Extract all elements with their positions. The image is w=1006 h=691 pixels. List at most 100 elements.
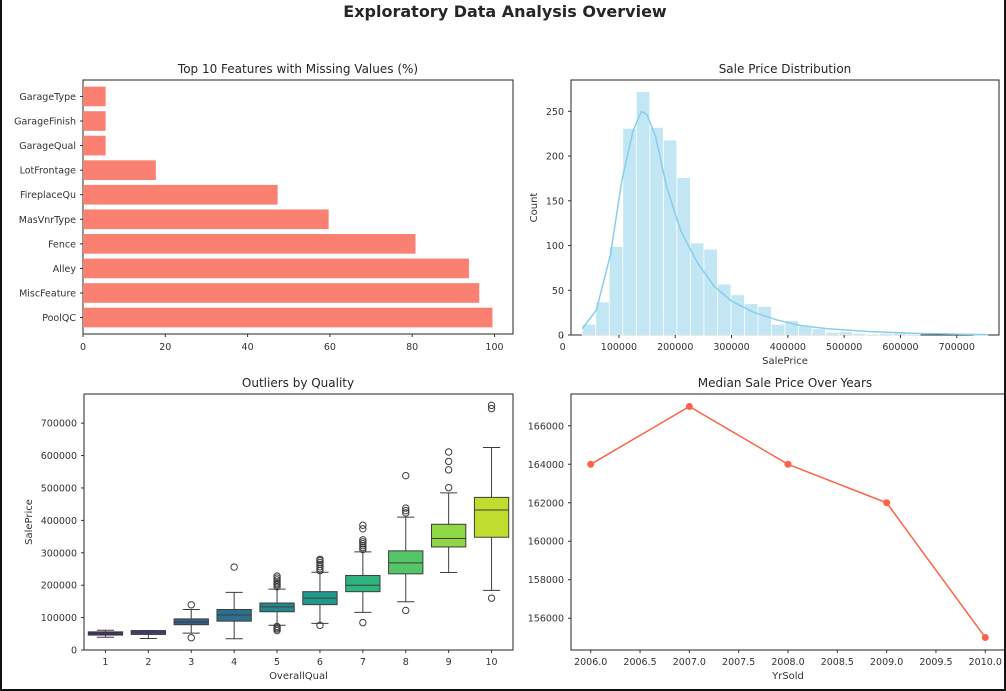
box-quality-10 xyxy=(473,496,510,538)
histogram-bin xyxy=(689,242,705,336)
histogram-bin xyxy=(798,325,813,336)
missing-bar-GarageFinish xyxy=(83,111,106,131)
median-price-point-2010 xyxy=(981,633,989,641)
outlier-point xyxy=(444,457,453,466)
x-tick-label: 3 xyxy=(188,657,194,668)
histogram-bin xyxy=(635,91,651,336)
boxplot-y-axis-label: SalePrice xyxy=(24,499,35,545)
outlier-point xyxy=(402,504,410,512)
outlier-point xyxy=(316,558,324,567)
box-quality-7 xyxy=(345,574,381,593)
missing-bar-LotFrontage xyxy=(83,160,156,180)
missing-bar-PoolQC xyxy=(83,307,493,328)
outlier-point xyxy=(316,621,324,630)
outlier-point xyxy=(230,563,238,571)
outlier-point xyxy=(402,506,410,515)
y-tick-label: Alley xyxy=(53,264,77,275)
y-tick-label: 166000 xyxy=(528,421,564,432)
missing-bar-MasVnrType xyxy=(83,209,329,230)
y-tick-label: FireplaceQu xyxy=(20,190,76,201)
x-tick-label: 10 xyxy=(486,657,498,668)
x-tick-label: 0 xyxy=(80,342,86,353)
x-tick-label: 2009.0 xyxy=(870,657,903,668)
outlier-point xyxy=(273,578,281,586)
line-chart-x-axis-label: YrSold xyxy=(771,671,804,682)
outlier-point xyxy=(444,483,453,492)
x-tick-label: 0 xyxy=(560,342,566,353)
y-tick-label: PoolQC xyxy=(42,313,76,324)
outlier-point xyxy=(444,466,453,474)
y-tick-label: 300000 xyxy=(41,548,77,559)
x-tick-label: 2009.5 xyxy=(919,657,952,668)
y-tick-label: GarageQual xyxy=(19,141,76,152)
y-tick-label: 0 xyxy=(71,646,77,657)
missing-bar-Alley xyxy=(83,258,469,279)
y-tick-label: LotFrontage xyxy=(20,166,77,177)
median-price-point-2007 xyxy=(685,403,693,411)
quality-boxplot: Outliers by Quality 1 2 3 4 5 6 7 8 9 10 0 100000 20… xyxy=(24,376,514,682)
x-tick-label: 2008.5 xyxy=(821,657,854,668)
x-tick-label: 60 xyxy=(324,342,336,353)
outlier-point xyxy=(487,594,496,602)
missing-bar-Fence xyxy=(83,234,416,254)
x-tick-label: 20 xyxy=(159,342,171,353)
line-chart-plot-frame xyxy=(570,393,1004,651)
outlier-point xyxy=(316,555,324,563)
y-tick-label: 500000 xyxy=(41,483,77,494)
missing-values-chart: Top 10 Features with Missing Values (%) … xyxy=(14,62,514,353)
histogram-bin xyxy=(730,294,745,336)
y-tick-label: 150 xyxy=(546,196,564,207)
outlier-point xyxy=(273,574,281,582)
boxplot-x-axis-label: OverallQual xyxy=(269,671,328,682)
outlier-point xyxy=(444,448,453,456)
histogram-bin xyxy=(906,333,921,336)
y-tick-label: Fence xyxy=(48,239,76,250)
x-tick-label: 5 xyxy=(274,657,280,668)
median-price-line-chart: Median Sale Price Over Years 2006.0 2006.… xyxy=(528,376,1004,682)
histogram-bin xyxy=(838,331,853,336)
outlier-point xyxy=(273,576,281,584)
x-tick-label: 100 xyxy=(485,342,503,353)
histogram-x-axis-label: SalePrice xyxy=(762,356,808,367)
y-tick-label: MasVnrType xyxy=(19,215,76,226)
histogram-bin xyxy=(865,333,880,336)
outlier-point xyxy=(359,521,367,529)
missing-bar-MiscFeature xyxy=(83,283,480,303)
outlier-point xyxy=(359,541,367,550)
outlier-point xyxy=(359,540,367,548)
outlier-point xyxy=(359,525,367,533)
histogram-title: Sale Price Distribution xyxy=(719,62,852,76)
sale-price-histogram: Sale Price Distribution 0 100000 200000 300… xyxy=(529,62,1000,367)
x-tick-label: 2007.0 xyxy=(673,657,706,668)
median-price-line xyxy=(590,405,986,638)
histogram-bin xyxy=(825,331,840,336)
x-tick-label: 500000 xyxy=(826,342,862,353)
x-tick-label: 400000 xyxy=(770,342,806,353)
y-tick-label: 700000 xyxy=(41,419,77,430)
box-quality-9 xyxy=(430,523,467,548)
median-price-point-2006 xyxy=(587,460,595,468)
x-tick-label: 4 xyxy=(231,657,237,668)
x-tick-label: 200000 xyxy=(657,342,693,353)
y-tick-label: 400000 xyxy=(41,516,77,527)
y-tick-label: GarageFinish xyxy=(14,117,76,128)
missing-bar-FireplaceQu xyxy=(83,184,278,205)
y-tick-label: 200 xyxy=(546,152,564,163)
histogram-y-axis-label: Count xyxy=(529,193,540,223)
x-tick-label: 40 xyxy=(242,342,254,353)
missing-bar-GarageQual xyxy=(83,135,106,156)
boxplot-plot-frame xyxy=(83,393,514,651)
outlier-point xyxy=(273,572,281,580)
x-tick-label: 80 xyxy=(406,342,418,353)
x-tick-label: 100000 xyxy=(601,342,637,353)
outlier-point xyxy=(402,606,410,615)
y-tick-label: 100 xyxy=(546,241,564,252)
x-tick-label: 2007.5 xyxy=(722,657,755,668)
histogram-bin xyxy=(771,323,786,336)
x-tick-label: 300000 xyxy=(713,342,749,353)
y-tick-label: 162000 xyxy=(528,498,564,509)
line-chart-title: Median Sale Price Over Years xyxy=(698,376,872,390)
outlier-point xyxy=(359,618,367,627)
outlier-point xyxy=(402,509,410,517)
